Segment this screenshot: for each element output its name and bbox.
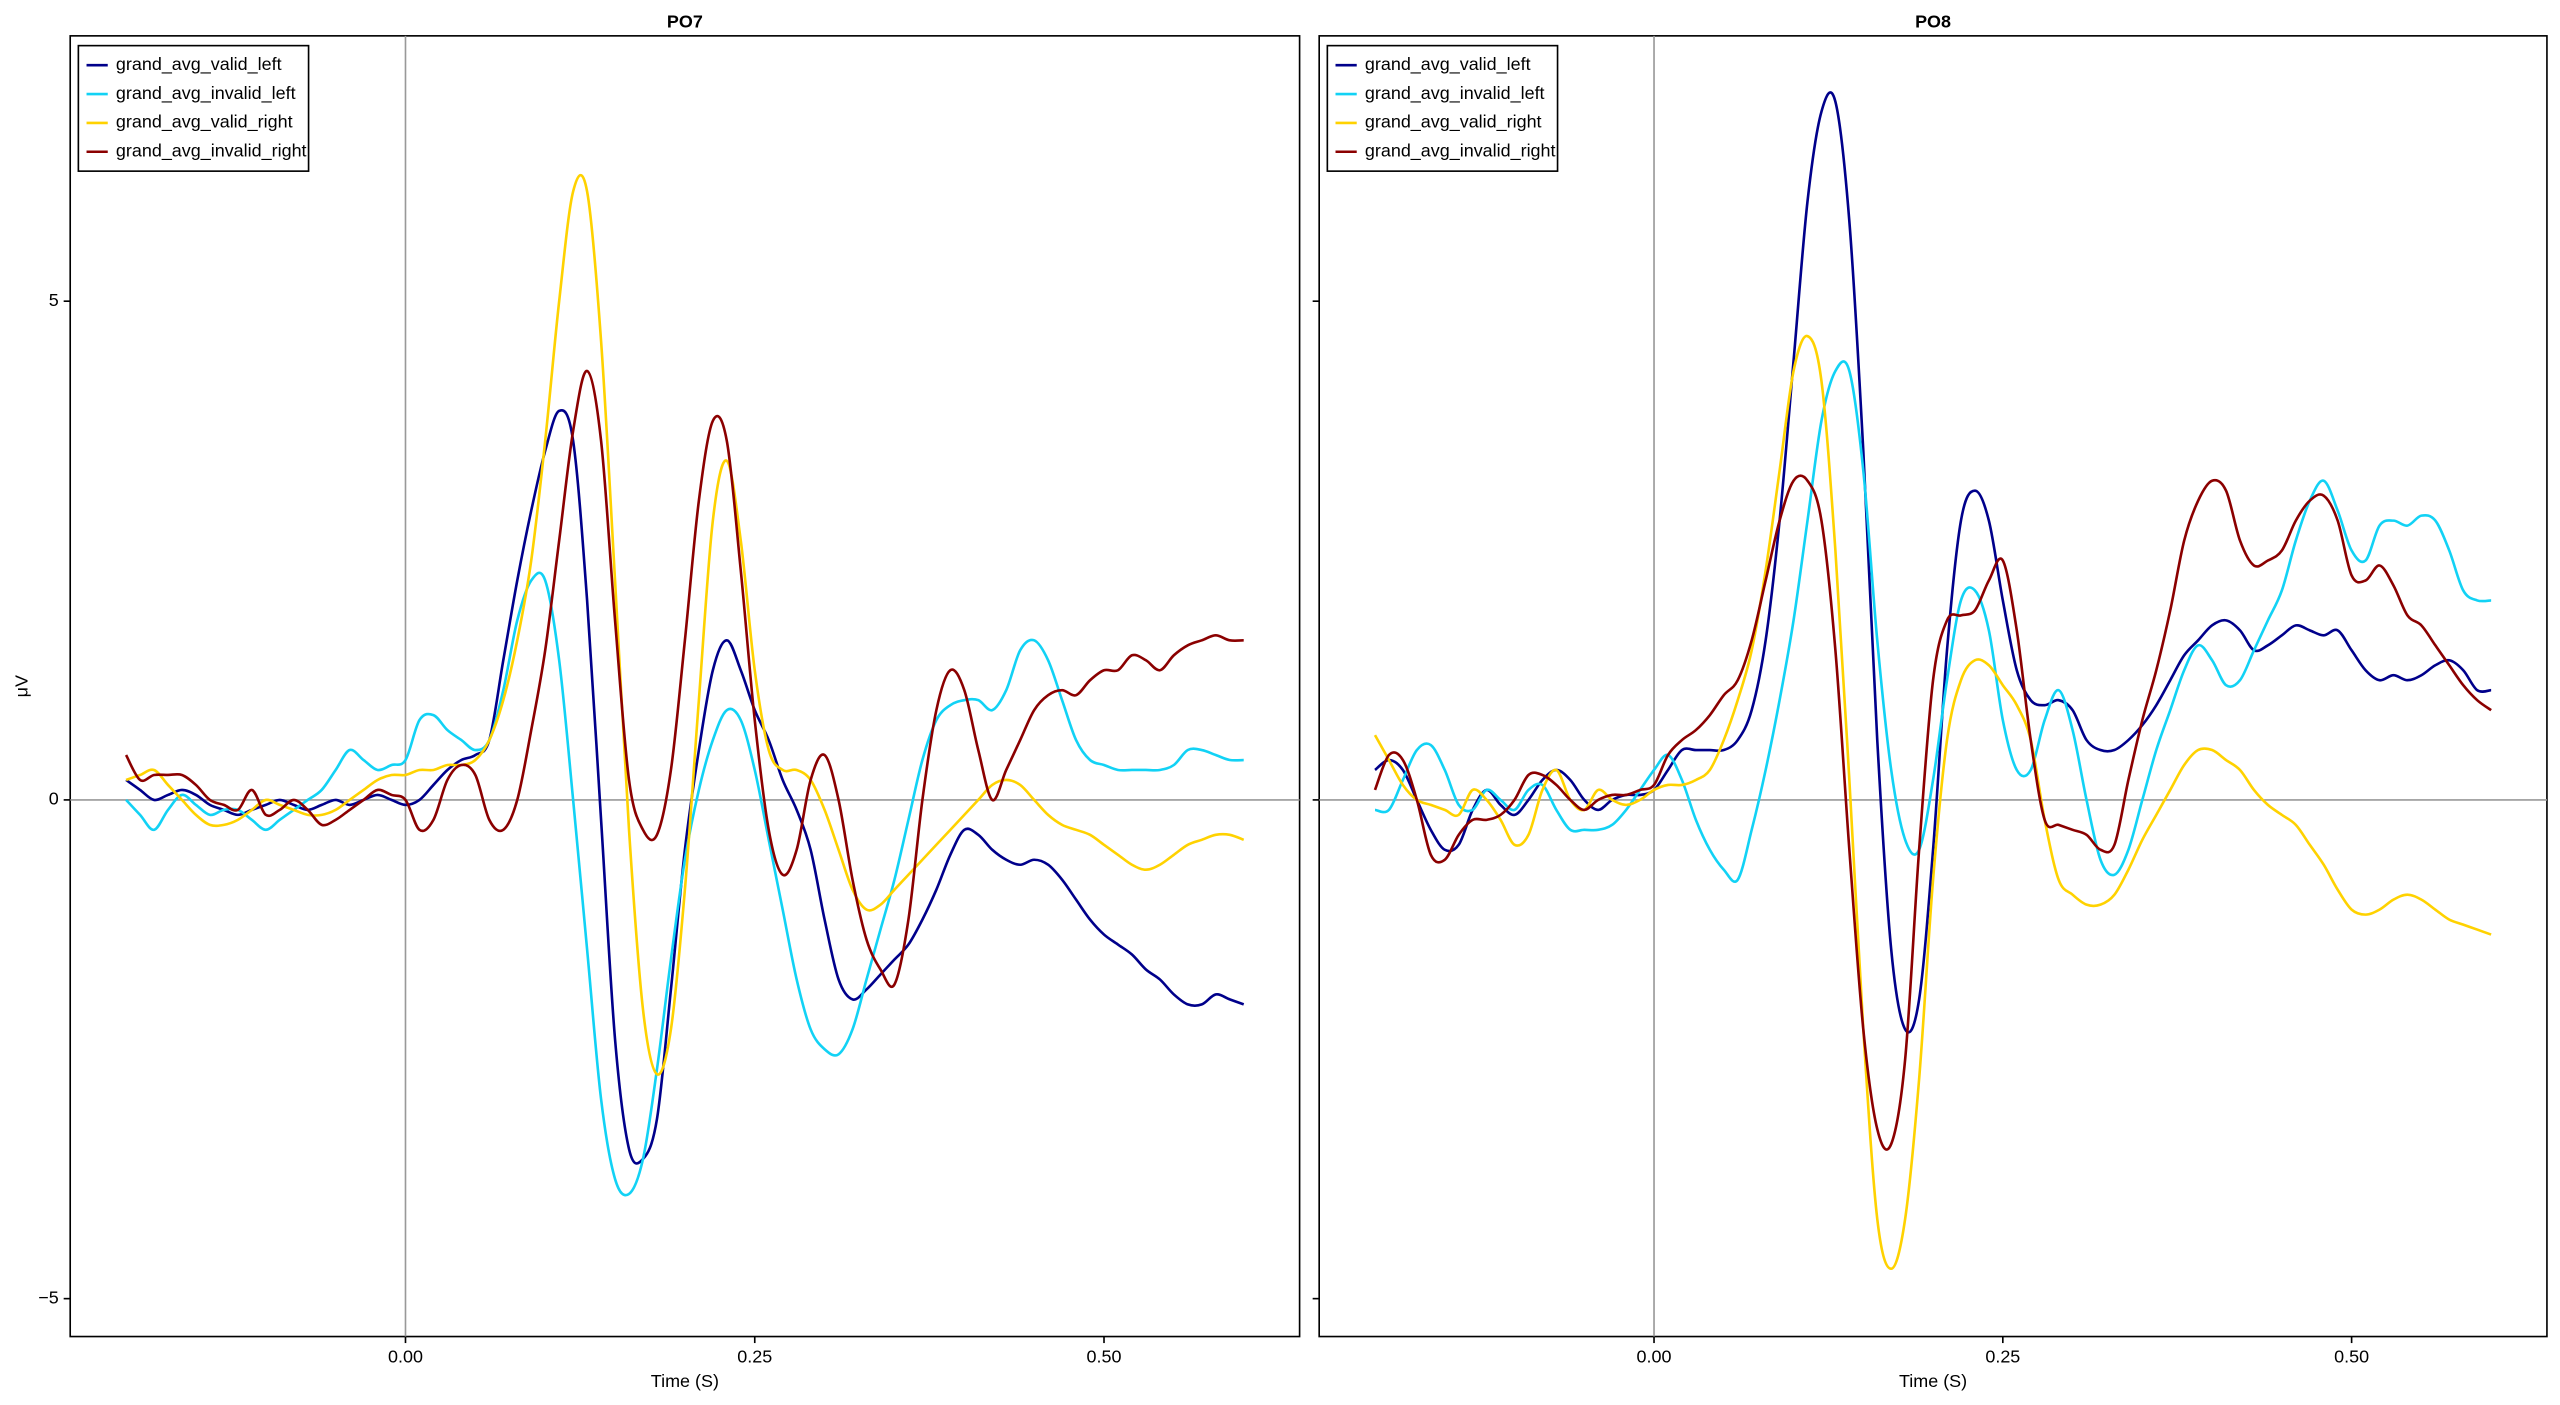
legend-label: grand_avg_valid_left [116,54,282,75]
x-tick-label: 0.00 [1637,1346,1672,1366]
x-tick-label: 0.25 [737,1346,772,1366]
y-tick-label: 0 [49,789,59,809]
series-line [124,369,1244,988]
panel: PO7 Time (S) μV 0.00 0.25 0.50 −5 0 5 grand_avg_v… [12,12,1301,1391]
legend-label: grand_avg_valid_left [1365,54,1531,75]
y-tick-label: −5 [38,1287,58,1307]
series-line [1373,474,2492,1151]
plot-frame [1318,35,2548,1338]
panel-title: PO7 [667,12,703,32]
legend-box [77,44,310,172]
y-tick-label: 5 [49,290,59,310]
legend-label: grand_avg_invalid_right [1365,140,1556,161]
legend-box [1326,44,1559,172]
x-axis-label: Time (S) [651,1371,719,1391]
x-tick-label: 0.25 [1985,1346,2020,1366]
panel-title: PO8 [1915,12,1951,32]
legend: grand_avg_valid_left grand_avg_invalid_le… [77,44,310,172]
legend-label: grand_avg_invalid_left [1365,83,1545,104]
series-line [1373,334,2492,1271]
legend-label: grand_avg_invalid_left [116,83,296,104]
series-line [1374,360,2492,883]
series-line [125,409,1245,1165]
legend-label: grand_avg_valid_right [1365,112,1542,133]
x-tick-label: 0.50 [2334,1346,2369,1366]
y-axis-label: μV [12,675,32,697]
panel: PO8 Time (S) 0.00 0.25 0.50 grand_avg_valid_l… [1312,12,2548,1391]
series-line [1374,91,2492,1034]
series-line [125,571,1244,1197]
x-tick-label: 0.00 [388,1346,423,1366]
plot-frame [69,35,1301,1338]
series-line [125,173,1245,1076]
legend-label: grand_avg_invalid_right [116,140,307,161]
legend-label: grand_avg_valid_right [116,112,293,133]
x-axis-label: Time (S) [1899,1371,1967,1391]
x-tick-label: 0.50 [1087,1346,1122,1366]
legend: grand_avg_valid_left grand_avg_invalid_le… [1326,44,1559,172]
